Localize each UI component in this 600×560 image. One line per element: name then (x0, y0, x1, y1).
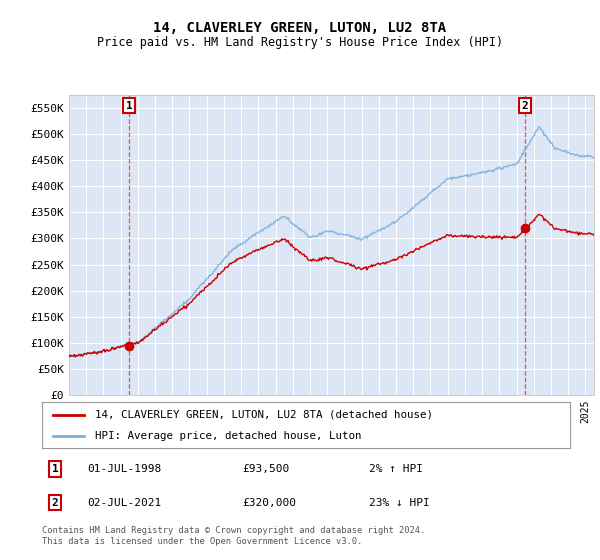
Text: 2% ↑ HPI: 2% ↑ HPI (370, 464, 424, 474)
Text: 14, CLAVERLEY GREEN, LUTON, LU2 8TA (detached house): 14, CLAVERLEY GREEN, LUTON, LU2 8TA (det… (95, 410, 433, 420)
Text: Contains HM Land Registry data © Crown copyright and database right 2024.
This d: Contains HM Land Registry data © Crown c… (42, 526, 425, 546)
Text: 2: 2 (52, 498, 59, 507)
Text: 1: 1 (126, 101, 133, 111)
Text: 02-JUL-2021: 02-JUL-2021 (87, 498, 161, 507)
Text: £320,000: £320,000 (242, 498, 296, 507)
Text: 1: 1 (52, 464, 59, 474)
Text: £93,500: £93,500 (242, 464, 290, 474)
Text: 01-JUL-1998: 01-JUL-1998 (87, 464, 161, 474)
Text: 14, CLAVERLEY GREEN, LUTON, LU2 8TA: 14, CLAVERLEY GREEN, LUTON, LU2 8TA (154, 21, 446, 35)
Text: HPI: Average price, detached house, Luton: HPI: Average price, detached house, Luto… (95, 431, 361, 441)
Text: 23% ↓ HPI: 23% ↓ HPI (370, 498, 430, 507)
Text: 2: 2 (522, 101, 529, 111)
Text: Price paid vs. HM Land Registry's House Price Index (HPI): Price paid vs. HM Land Registry's House … (97, 36, 503, 49)
